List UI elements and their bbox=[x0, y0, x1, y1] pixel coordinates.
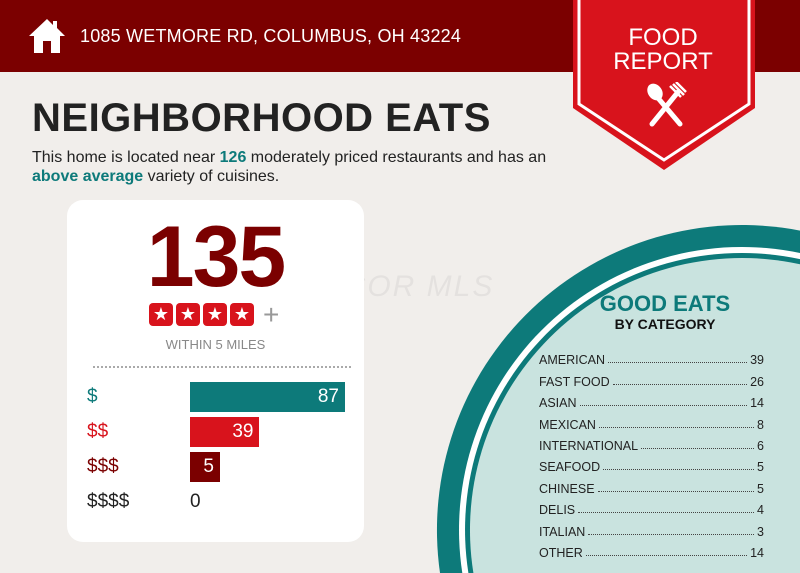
dot-leader bbox=[585, 554, 748, 556]
categories-subtitle: BY CATEGORY bbox=[614, 316, 716, 332]
category-item: DELIS 4 bbox=[539, 496, 764, 517]
category-count: 14 bbox=[750, 545, 764, 560]
address: 1085 WETMORE RD, COLUMBUS, OH 43224 bbox=[80, 26, 462, 46]
dot-leader bbox=[641, 447, 755, 449]
category-item: FAST FOOD 26 bbox=[539, 367, 764, 389]
category-count: 3 bbox=[757, 524, 764, 539]
plate-center bbox=[469, 258, 800, 573]
price-bar: 39 bbox=[190, 417, 260, 447]
category-count: 26 bbox=[750, 374, 764, 389]
category-item: SEAFOOD 5 bbox=[539, 453, 764, 474]
category-item: AMERICAN 39 bbox=[539, 346, 764, 367]
food-report-banner bbox=[573, 0, 755, 170]
dot-leader bbox=[603, 469, 755, 471]
price-bar: 5 bbox=[190, 452, 220, 482]
category-name: ASIAN bbox=[539, 396, 577, 411]
dot-leader bbox=[607, 362, 748, 364]
categories-title: GOOD EATS bbox=[599, 291, 731, 316]
price-row: $87 bbox=[87, 382, 357, 412]
category-item: ITALIAN 3 bbox=[539, 517, 764, 539]
dot-leader bbox=[598, 426, 755, 428]
divider bbox=[93, 366, 351, 368]
price-bar: 87 bbox=[190, 382, 345, 412]
page-title: NEIGHBORHOOD EATS bbox=[32, 96, 491, 140]
star-icon: ★ bbox=[203, 303, 227, 326]
dot-leader bbox=[612, 383, 748, 385]
price-row: $$$$ 0 bbox=[87, 487, 357, 517]
star-icon: ★ bbox=[149, 303, 173, 326]
restaurant-total: 135 bbox=[146, 209, 287, 305]
category-list: AMERICAN 39 FAST FOOD 26 ASIAN 14 MEXICAN 8 INTE… bbox=[539, 346, 764, 560]
price-label: $ bbox=[87, 386, 98, 407]
price-row: $$ 39 bbox=[87, 417, 357, 447]
description: This home is located near 126 moderately… bbox=[32, 149, 547, 185]
dot-leader bbox=[597, 490, 755, 492]
dot-leader bbox=[578, 512, 755, 514]
summary-card: 135 ★ ★ ★ ★ + WITHIN 5 MILES $87 $$ 39 $$$ 5… bbox=[67, 200, 364, 542]
category-count: 5 bbox=[757, 460, 764, 475]
star-icon: ★ bbox=[176, 303, 200, 326]
star-rating: ★ ★ ★ ★ + bbox=[149, 299, 280, 330]
category-name: DELIS bbox=[539, 503, 576, 518]
star-icon: ★ bbox=[230, 303, 254, 326]
category-name: OTHER bbox=[539, 545, 583, 560]
banner-title: FOOD REPORT bbox=[613, 24, 713, 75]
category-name: INTERNATIONAL bbox=[539, 438, 639, 453]
category-item: CHINESE 5 bbox=[539, 474, 764, 496]
category-item: OTHER 14 bbox=[539, 539, 764, 560]
category-item: MEXICAN 8 bbox=[539, 410, 764, 432]
category-count: 8 bbox=[757, 417, 764, 432]
category-count: 5 bbox=[757, 481, 764, 496]
category-name: AMERICAN bbox=[539, 353, 605, 368]
price-row: $$$ 5 bbox=[87, 452, 357, 482]
category-name: CHINESE bbox=[539, 481, 595, 496]
spoon-fork-icon bbox=[647, 82, 687, 127]
dot-leader bbox=[579, 405, 748, 407]
price-label: $$$ bbox=[87, 456, 119, 477]
category-item: ASIAN 14 bbox=[539, 389, 764, 410]
category-count: 4 bbox=[757, 503, 764, 518]
plus-sign: + bbox=[263, 299, 280, 330]
category-count: 39 bbox=[750, 353, 764, 368]
category-name: ITALIAN bbox=[539, 524, 586, 539]
house-icon bbox=[29, 19, 65, 53]
radius-label: WITHIN 5 MILES bbox=[165, 337, 266, 352]
price-bar-value: 0 bbox=[190, 491, 201, 512]
category-count: 6 bbox=[757, 438, 764, 453]
dot-leader bbox=[588, 533, 755, 535]
price-label: $$$$ bbox=[87, 491, 130, 512]
price-label: $$ bbox=[87, 421, 109, 442]
category-name: MEXICAN bbox=[539, 417, 596, 432]
category-name: FAST FOOD bbox=[539, 374, 610, 389]
category-count: 14 bbox=[750, 396, 764, 411]
category-name: SEAFOOD bbox=[539, 460, 601, 475]
category-item: INTERNATIONAL 6 bbox=[539, 432, 764, 453]
